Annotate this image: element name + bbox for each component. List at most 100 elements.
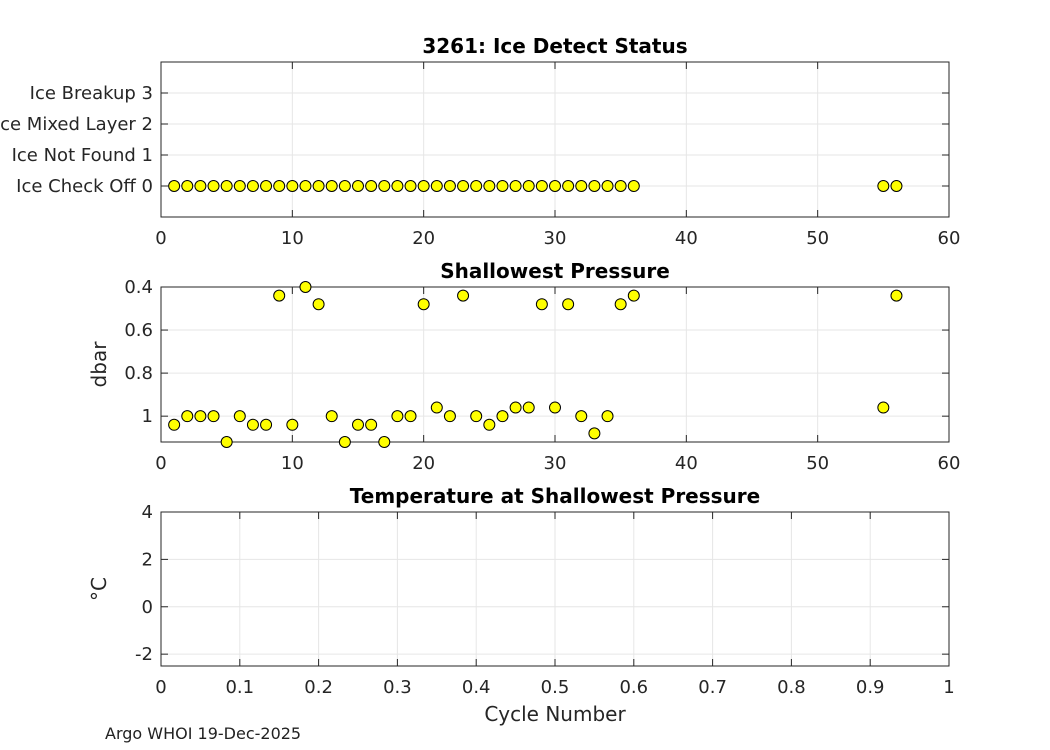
x-tick-label: 0.7 bbox=[698, 677, 727, 698]
data-point bbox=[404, 180, 417, 192]
data-point bbox=[273, 289, 286, 302]
x-tick-label: 0.6 bbox=[619, 677, 648, 698]
chart-panel-1: 0 10 20 30 40 50 60 Ice Check Off 0 Ice Not Foun… bbox=[0, 34, 960, 249]
data-point bbox=[588, 427, 601, 440]
data-point bbox=[378, 436, 391, 448]
data-point bbox=[286, 418, 299, 431]
data-point bbox=[483, 418, 496, 431]
data-point bbox=[181, 410, 194, 423]
x-tick-label: 0.2 bbox=[304, 677, 333, 698]
data-point bbox=[443, 180, 456, 192]
data-point bbox=[457, 289, 470, 302]
y-tick-label: 0.8 bbox=[124, 363, 153, 384]
y-tick-label: -2 bbox=[135, 644, 153, 665]
data-point bbox=[496, 410, 509, 423]
x-tick-label: 0 bbox=[155, 677, 166, 698]
data-point bbox=[233, 410, 246, 423]
data-point bbox=[391, 180, 404, 192]
data-point bbox=[877, 180, 890, 192]
data-point bbox=[588, 180, 601, 192]
data-point bbox=[207, 180, 220, 192]
x-axis-label: Cycle Number bbox=[484, 702, 626, 726]
y-tick-label: 2 bbox=[142, 549, 153, 570]
x-tick-label: 0.1 bbox=[225, 677, 254, 698]
x-tick-label: 0 bbox=[155, 228, 166, 249]
data-point bbox=[299, 180, 312, 192]
chart-panel-3: 0 0.1 0.2 0.3 0.4 0.5 0.6 0.7 0.8 0.9 1-2024Temper… bbox=[87, 484, 955, 726]
data-point bbox=[404, 410, 417, 423]
data-point bbox=[207, 410, 220, 423]
data-point bbox=[417, 298, 430, 311]
y-tick-label: Ice Check Off 0 bbox=[16, 176, 153, 197]
data-point bbox=[443, 410, 456, 423]
data-point bbox=[575, 180, 588, 192]
data-point bbox=[312, 298, 325, 311]
data-point bbox=[194, 180, 207, 192]
x-tick-label: 40 bbox=[675, 228, 698, 249]
data-point bbox=[181, 180, 194, 192]
x-tick-label: 0 bbox=[155, 453, 166, 474]
data-point bbox=[509, 401, 522, 414]
data-point bbox=[312, 180, 325, 192]
data-point bbox=[325, 410, 338, 423]
data-point bbox=[614, 180, 627, 192]
data-point bbox=[246, 418, 259, 431]
y-axis-label: °C bbox=[87, 577, 111, 601]
data-point bbox=[352, 180, 364, 192]
x-tick-label: 20 bbox=[412, 228, 435, 249]
chart-title: Shallowest Pressure bbox=[440, 259, 670, 283]
x-tick-label: 0.5 bbox=[541, 677, 570, 698]
data-point bbox=[260, 418, 273, 431]
data-point bbox=[457, 180, 470, 192]
data-point bbox=[877, 401, 890, 414]
x-tick-label: 10 bbox=[281, 228, 304, 249]
chart-panel-2: 0 10 20 30 40 50 60 0.4 0.6 0.8 1 Shallowest Pressu… bbox=[87, 259, 960, 474]
data-point bbox=[365, 418, 378, 431]
x-tick-label: 50 bbox=[806, 228, 829, 249]
data-point bbox=[352, 418, 364, 431]
data-point bbox=[299, 281, 312, 293]
data-point bbox=[535, 180, 548, 192]
x-tick-label: 60 bbox=[938, 453, 961, 474]
data-point bbox=[194, 410, 207, 423]
data-point bbox=[562, 180, 575, 192]
data-point bbox=[430, 180, 443, 192]
footer-credit: Argo WHOI 19-Dec-2025 bbox=[105, 724, 302, 743]
x-tick-label: 0.3 bbox=[383, 677, 412, 698]
data-point bbox=[522, 401, 535, 414]
data-point bbox=[496, 180, 509, 192]
x-tick-label: 0.9 bbox=[856, 677, 885, 698]
data-point bbox=[365, 180, 378, 192]
x-tick-label: 20 bbox=[412, 453, 435, 474]
data-point bbox=[890, 289, 903, 302]
data-point bbox=[260, 180, 273, 192]
x-tick-label: 0.4 bbox=[462, 677, 491, 698]
x-tick-label: 30 bbox=[544, 453, 567, 474]
y-tick-label: 1 bbox=[142, 406, 153, 427]
data-point bbox=[168, 180, 181, 192]
chart-title: 3261: Ice Detect Status bbox=[422, 34, 687, 58]
data-point bbox=[233, 180, 246, 192]
data-point bbox=[509, 180, 522, 192]
x-tick-label: 30 bbox=[544, 228, 567, 249]
data-point bbox=[220, 180, 233, 192]
data-point bbox=[338, 180, 351, 192]
y-tick-label: Ice Breakup 3 bbox=[30, 83, 153, 104]
data-point bbox=[378, 180, 391, 192]
x-tick-label: 60 bbox=[938, 228, 961, 249]
data-point bbox=[535, 298, 548, 311]
x-tick-label: 0.8 bbox=[777, 677, 806, 698]
data-point bbox=[220, 436, 233, 448]
y-tick-label: 0.6 bbox=[124, 320, 153, 341]
data-point bbox=[890, 180, 903, 192]
chart-title: Temperature at Shallowest Pressure bbox=[350, 484, 760, 508]
y-axis-label: dbar bbox=[87, 341, 111, 388]
data-point bbox=[273, 180, 286, 192]
data-point bbox=[522, 180, 535, 192]
data-point bbox=[246, 180, 259, 192]
data-point bbox=[549, 401, 561, 414]
data-point bbox=[391, 410, 404, 423]
y-tick-label: Ice Mixed Layer 2 bbox=[0, 114, 153, 135]
data-point bbox=[614, 298, 627, 311]
